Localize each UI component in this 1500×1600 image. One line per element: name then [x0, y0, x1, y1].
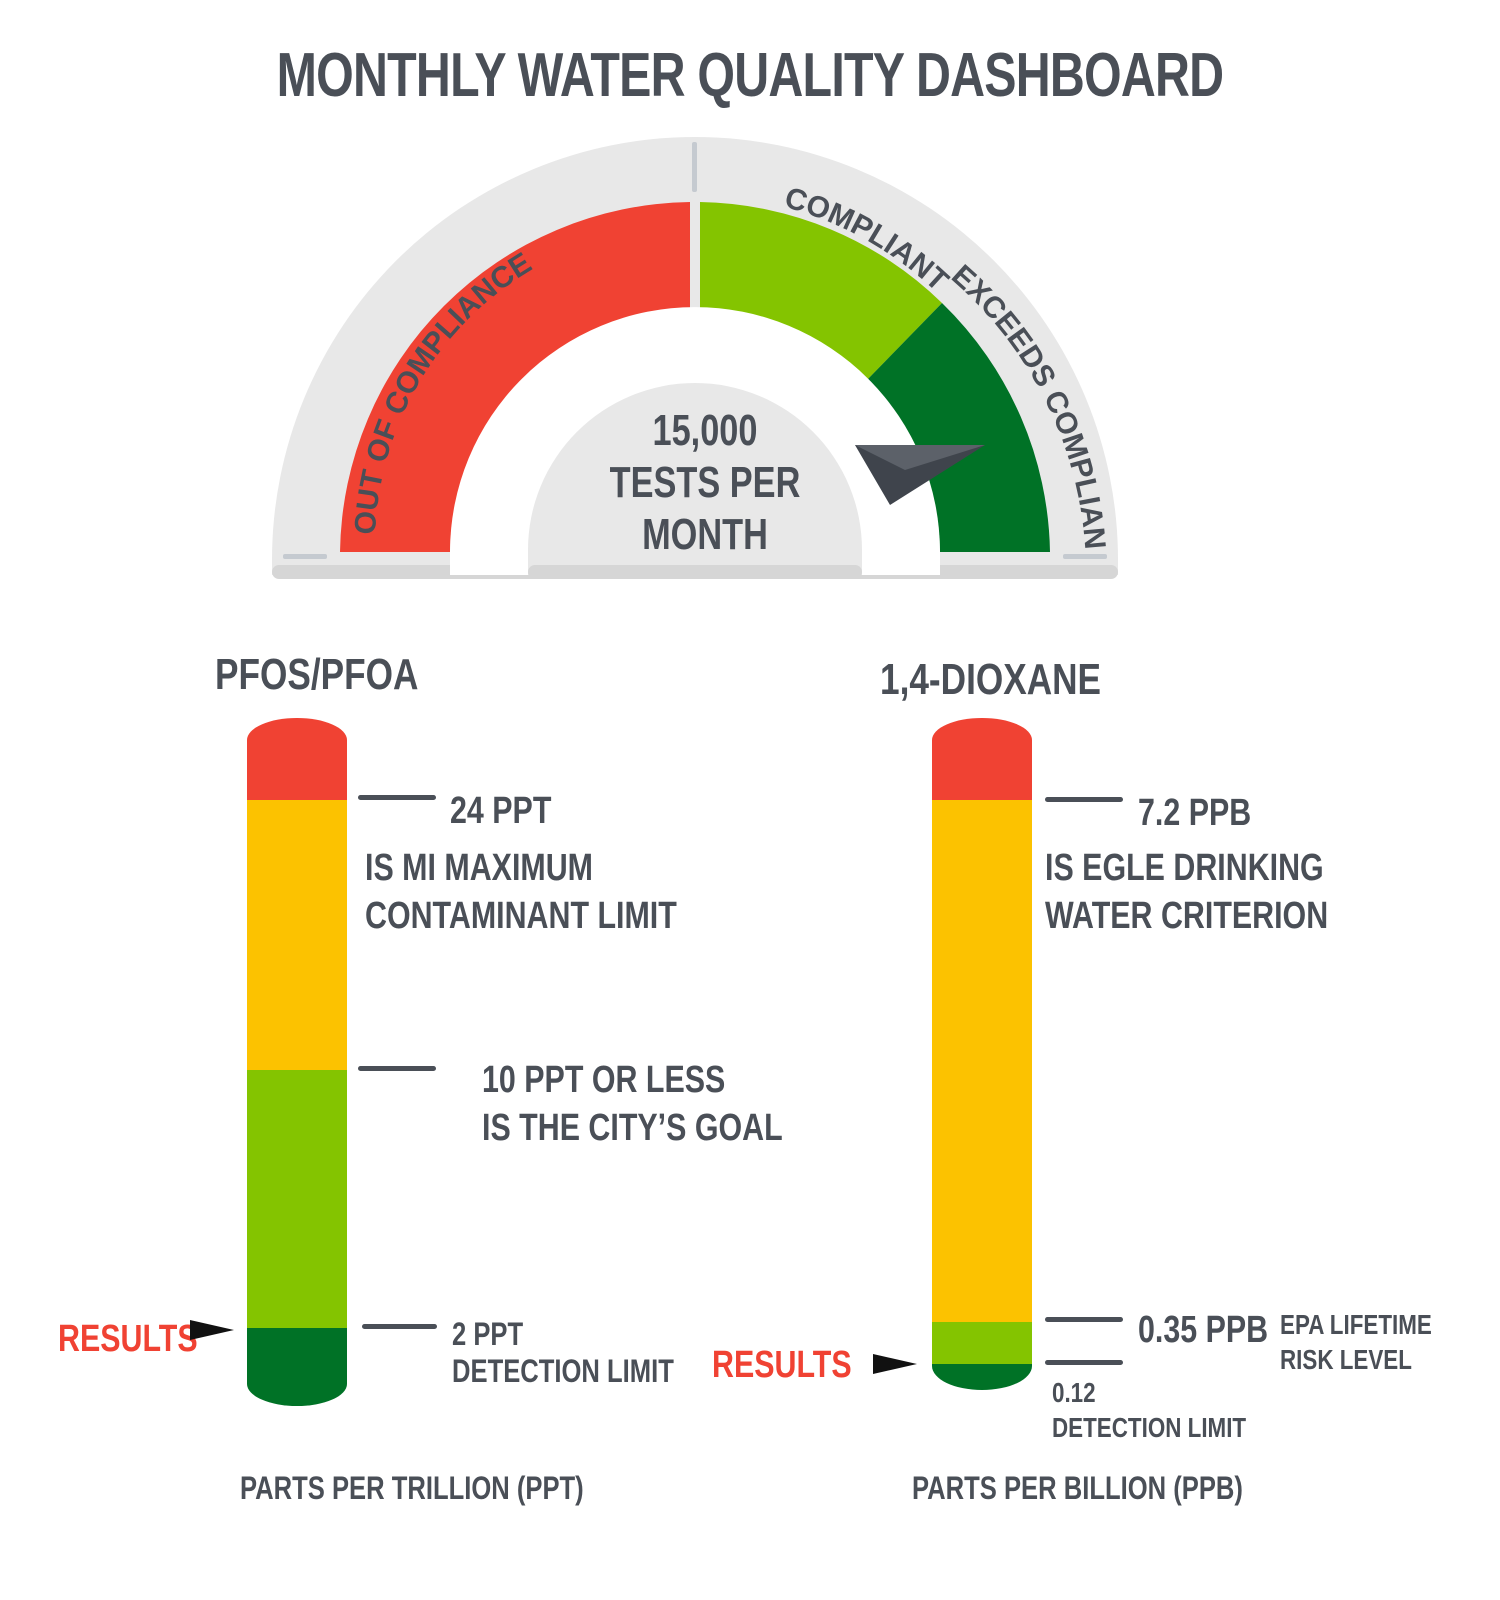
gauge-zone-out-of-compliance [340, 202, 690, 552]
pfos-title: PFOS/PFOA [215, 650, 419, 699]
gauge-needle [855, 445, 985, 505]
dioxane-criterion-desc-2: WATER CRITERION [1045, 895, 1329, 937]
pfos-goal-1: 10 PPT OR LESS [482, 1059, 726, 1101]
pfos-mcl-value: 24 PPT [450, 790, 552, 832]
pfos-mcl-desc-1: IS MI MAXIMUM [365, 847, 593, 889]
dioxane-criterion-value: 7.2 PPB [1138, 792, 1252, 834]
dioxane-criterion-desc-1: IS EGLE DRINKING [1045, 847, 1324, 889]
dioxane-risk-desc-1: EPA LIFETIME [1280, 1309, 1432, 1340]
gauge-tests-count: 15,000 [652, 406, 758, 455]
pfos-mcl-desc-2: CONTAMINANT LIMIT [365, 895, 677, 937]
dioxane-risk-desc-2: RISK LEVEL [1280, 1344, 1412, 1375]
pfos-level-bar [247, 718, 347, 1406]
dioxane-title: 1,4-DIOXANE [880, 655, 1102, 704]
pfos-results-arrow-icon [190, 1320, 234, 1340]
pfos-units: PARTS PER TRILLION (PPT) [240, 1470, 584, 1506]
page-title: MONTHLY WATER QUALITY DASHBOARD [276, 41, 1224, 110]
gauge-tests-line3: MONTH [642, 510, 768, 559]
dioxane-detection-value: 0.12 [1052, 1377, 1096, 1408]
dioxane-risk-value: 0.35 PPB [1138, 1309, 1269, 1351]
pfos-results-label: RESULTS [58, 1318, 198, 1360]
compliance-gauge: OUT OF COMPLIANCE COMPLIANT EXCEEDS COMP… [0, 0, 1118, 579]
pfos-goal-2: IS THE CITY’S GOAL [482, 1107, 783, 1149]
gauge-zone-exceeds [866, 303, 1050, 552]
pfos-detection-desc: DETECTION LIMIT [452, 1353, 674, 1389]
dioxane-results-label: RESULTS [712, 1344, 852, 1386]
gauge-hub [528, 383, 862, 575]
dioxane-units: PARTS PER BILLION (PPB) [912, 1470, 1243, 1506]
dioxane-detection-desc: DETECTION LIMIT [1052, 1412, 1247, 1443]
pfos-detection-value: 2 PPT [452, 1316, 524, 1352]
gauge-zone-compliant [700, 202, 942, 381]
dioxane-level-bar [932, 718, 1032, 1390]
gauge-tests-line2: TESTS PER [609, 458, 801, 507]
dioxane-results-arrow-icon [873, 1354, 917, 1374]
